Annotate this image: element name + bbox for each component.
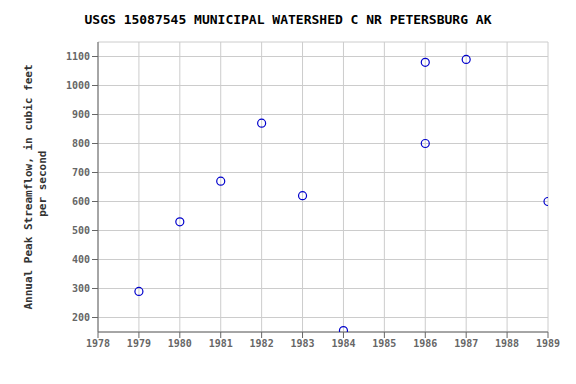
svg-text:200: 200 bbox=[72, 312, 90, 323]
svg-text:700: 700 bbox=[72, 167, 90, 178]
svg-text:1982: 1982 bbox=[250, 338, 274, 349]
svg-text:1985: 1985 bbox=[372, 338, 396, 349]
html-text:USGS 15087545 MUNICIPAL WATERS: USGS 15087545 MUNICIPAL WATERSHED C NR P… bbox=[84, 12, 492, 27]
svg-text:300: 300 bbox=[72, 283, 90, 294]
svg-text:1981: 1981 bbox=[209, 338, 233, 349]
svg-text:1989: 1989 bbox=[536, 338, 560, 349]
svg-text:1000: 1000 bbox=[66, 80, 90, 91]
svg-text:1979: 1979 bbox=[127, 338, 151, 349]
svg-text:1988: 1988 bbox=[495, 338, 519, 349]
svg-text:1980: 1980 bbox=[168, 338, 192, 349]
svg-text:800: 800 bbox=[72, 138, 90, 149]
svg-text:Annual Peak Streamflow, in cub: Annual Peak Streamflow, in cubic feet pe… bbox=[22, 64, 49, 309]
svg-text:1984: 1984 bbox=[331, 338, 355, 349]
svg-text:600: 600 bbox=[72, 196, 90, 207]
svg-text:900: 900 bbox=[72, 109, 90, 120]
svg-text:1100: 1100 bbox=[66, 51, 90, 62]
svg-text:1987: 1987 bbox=[454, 338, 478, 349]
svg-text:500: 500 bbox=[72, 225, 90, 236]
svg-text:1986: 1986 bbox=[413, 338, 437, 349]
svg-text:1983: 1983 bbox=[290, 338, 314, 349]
svg-text:400: 400 bbox=[72, 254, 90, 265]
svg-text:1978: 1978 bbox=[86, 338, 110, 349]
